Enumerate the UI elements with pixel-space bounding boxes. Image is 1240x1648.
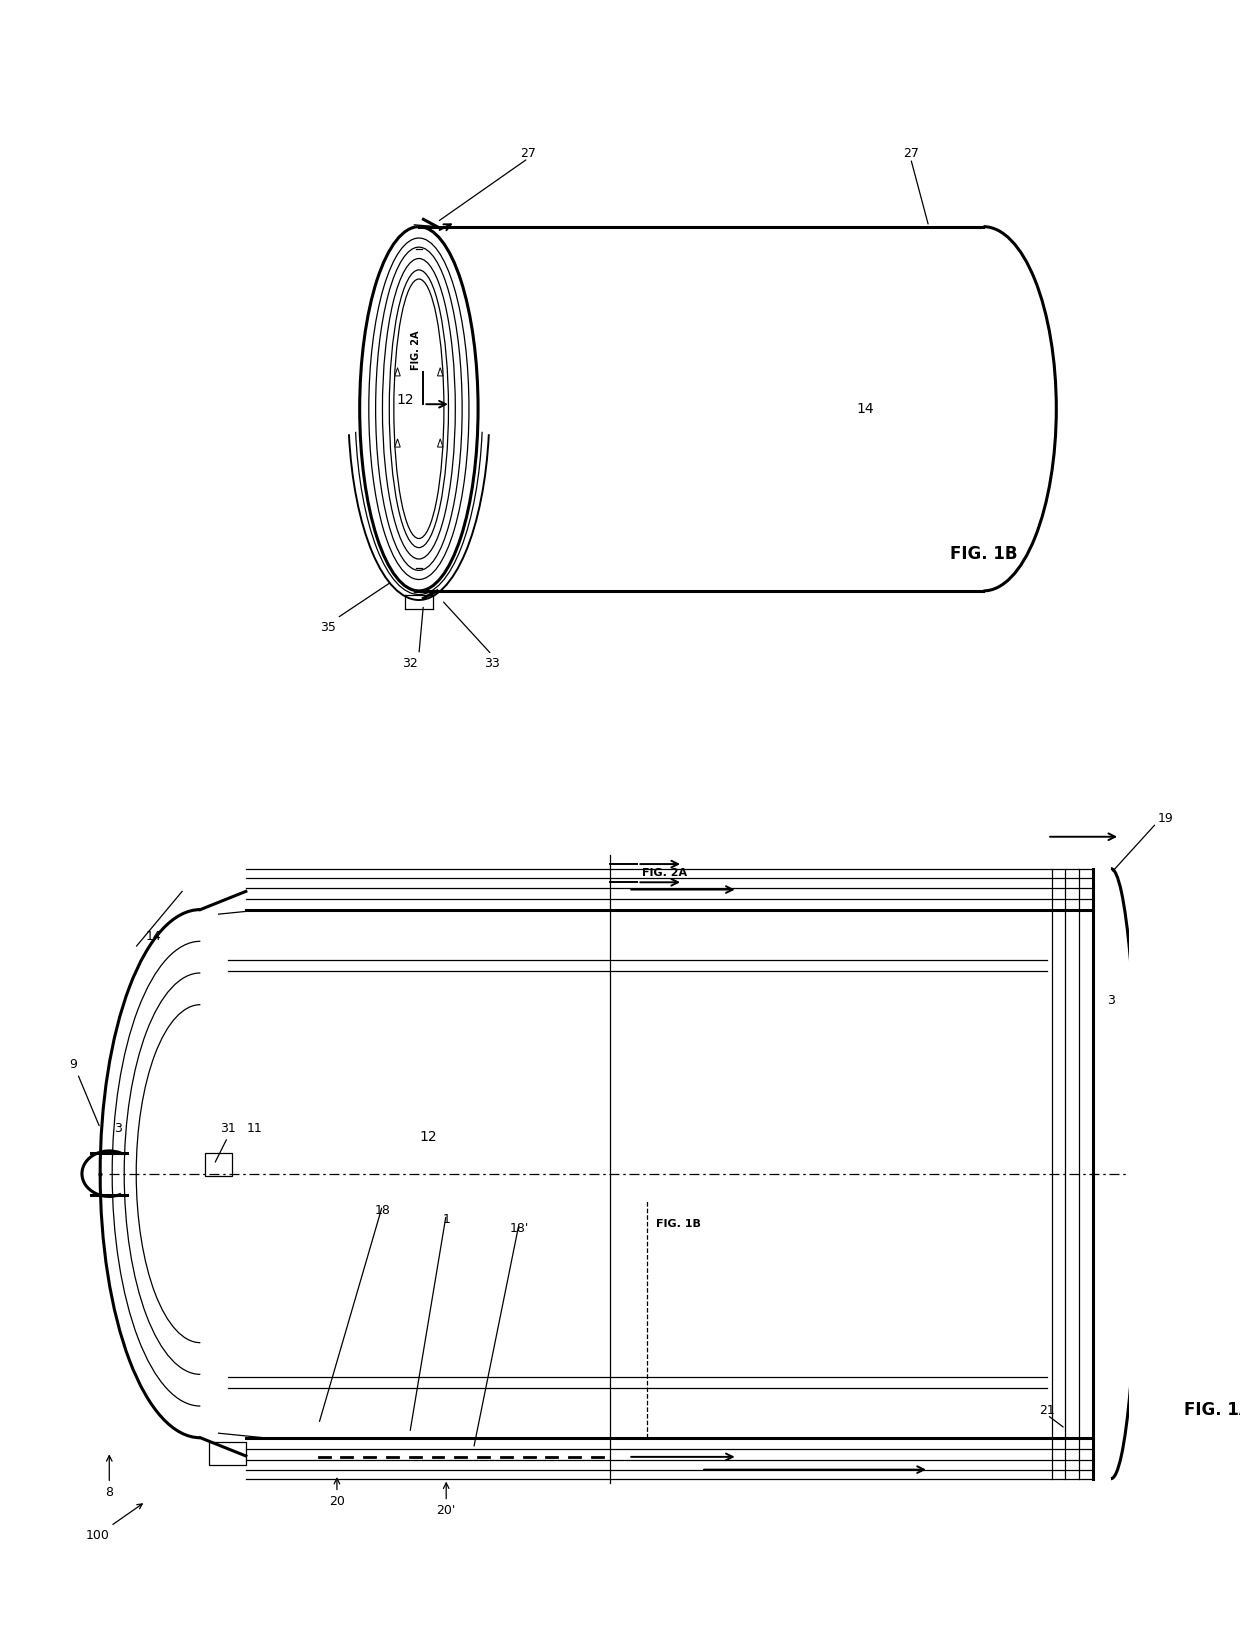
Text: 18: 18	[374, 1203, 391, 1216]
Polygon shape	[438, 438, 443, 447]
Text: FIG. 1A: FIG. 1A	[1184, 1401, 1240, 1419]
Text: 12: 12	[397, 392, 414, 407]
Text: 32: 32	[402, 658, 418, 671]
Ellipse shape	[394, 279, 444, 539]
Text: 18': 18'	[510, 1221, 528, 1234]
Text: 20': 20'	[436, 1505, 456, 1518]
Text: 100: 100	[86, 1505, 143, 1543]
Text: 3: 3	[114, 1122, 123, 1134]
Text: 33: 33	[484, 658, 500, 671]
Text: FIG. 2A: FIG. 2A	[412, 330, 422, 369]
Polygon shape	[394, 438, 401, 447]
Text: 1: 1	[443, 1213, 450, 1226]
Text: 21: 21	[1039, 1404, 1055, 1417]
Text: 35: 35	[320, 621, 336, 634]
Text: 14: 14	[857, 402, 874, 415]
Text: 11: 11	[247, 1122, 263, 1134]
Text: 19: 19	[1158, 812, 1173, 826]
Text: 14: 14	[145, 931, 161, 943]
Text: 9: 9	[69, 1058, 77, 1071]
Text: 3: 3	[1107, 994, 1115, 1007]
Text: 20: 20	[329, 1495, 345, 1508]
Text: 8: 8	[105, 1486, 113, 1500]
Polygon shape	[394, 368, 401, 376]
Text: 12: 12	[419, 1131, 436, 1144]
Text: 27: 27	[903, 147, 919, 160]
Bar	[205, 1154, 232, 1177]
Text: 31: 31	[219, 1122, 236, 1134]
Polygon shape	[438, 368, 443, 376]
Text: FIG. 1B: FIG. 1B	[950, 545, 1017, 564]
Bar	[210, 1442, 246, 1465]
Text: 27: 27	[521, 147, 536, 160]
Text: FIG. 1B: FIG. 1B	[656, 1220, 701, 1229]
Text: FIG. 2A: FIG. 2A	[642, 868, 687, 878]
